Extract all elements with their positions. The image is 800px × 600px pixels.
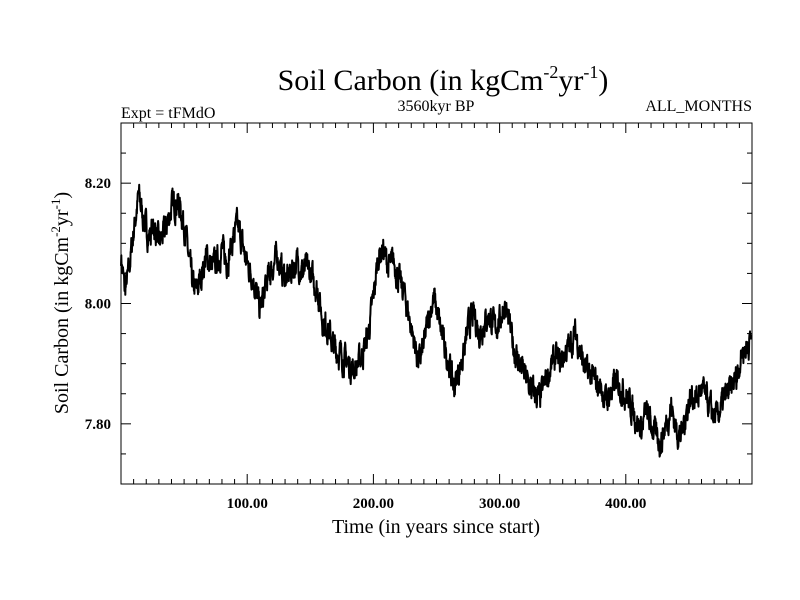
period-label: 3560kyr BP — [398, 98, 475, 115]
x-tick-label: 100.00 — [227, 496, 268, 512]
title-sup2: -1 — [583, 62, 598, 82]
ylabel-end: ) — [51, 192, 73, 199]
y-axis-label: Soil Carbon (in kgCm-2yr-1) — [48, 192, 73, 414]
x-axis-label: Time (in years since start) — [332, 516, 540, 538]
x-tick-labels: 100.00 200.00 300.00 400.00 — [227, 496, 647, 512]
series-line-soil-carbon — [120, 183, 752, 458]
y-tick-label: 8.00 — [85, 297, 111, 313]
chart-title: Soil Carbon (in kgCm-2yr-1) — [278, 62, 609, 97]
title-end: ) — [598, 64, 608, 97]
ylabel-mid: yr — [51, 209, 73, 226]
x-tick-label: 400.00 — [605, 496, 646, 512]
title-mid: yr — [558, 64, 583, 97]
y-tick-labels: 7.80 8.00 8.20 — [85, 176, 111, 433]
months-label: ALL_MONTHS — [645, 98, 752, 115]
ylabel-sup2: -1 — [48, 199, 63, 210]
title-main: Soil Carbon (in kgCm — [278, 64, 544, 97]
ylabel-sup1: -2 — [48, 226, 63, 237]
y-tick-label: 8.20 — [85, 176, 111, 192]
y-tick-label: 7.80 — [85, 417, 111, 433]
title-sup1: -2 — [543, 62, 558, 82]
x-tick-label: 300.00 — [479, 496, 520, 512]
experiment-label: Expt = tFMdO — [121, 105, 215, 122]
ylabel-main: Soil Carbon (in kgCm — [51, 236, 73, 414]
x-tick-label: 200.00 — [353, 496, 394, 512]
axis-ticks — [121, 123, 752, 484]
